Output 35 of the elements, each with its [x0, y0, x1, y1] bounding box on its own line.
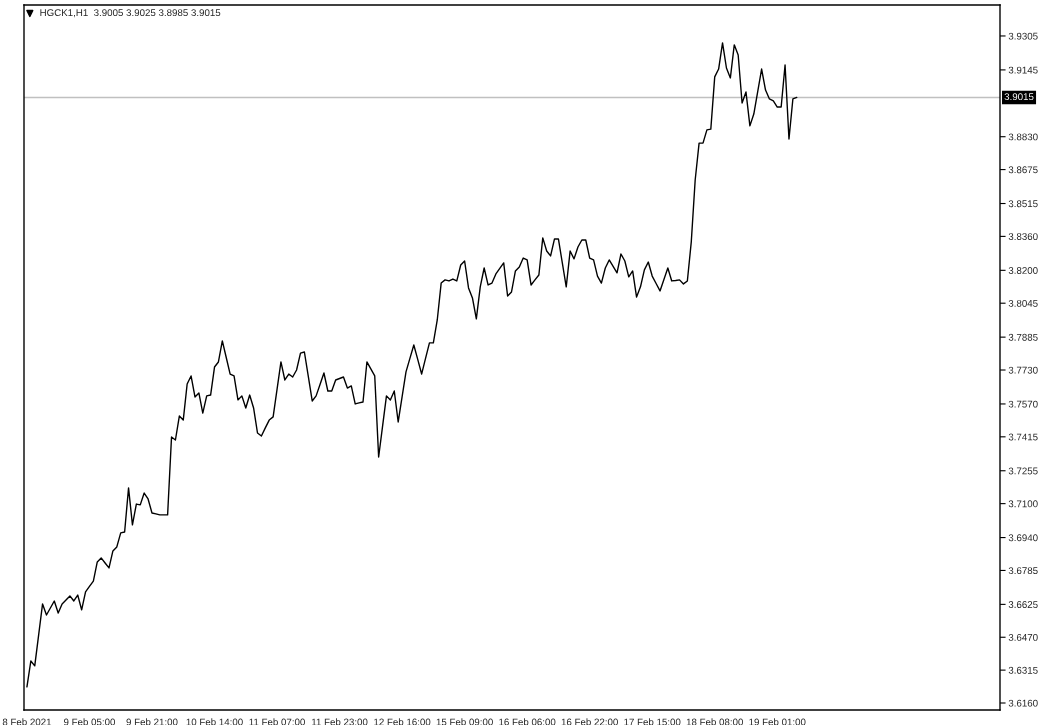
y-tick-label: 3.8200: [1008, 267, 1038, 274]
y-tick-label: 3.8675: [1008, 166, 1038, 174]
x-tick-label: 10 Feb 14:00: [186, 718, 243, 725]
x-tick-label: 11 Feb 07:00: [249, 718, 305, 725]
x-tick-label: 19 Feb 01:00: [749, 718, 806, 725]
y-tick-label: 3.8360: [1008, 233, 1038, 241]
y-tick-label: 3.7730: [1008, 366, 1038, 374]
x-tick-label: 9 Feb 05:00: [63, 718, 116, 725]
y-tick-label: 3.8830: [1008, 133, 1038, 141]
y-tick-label: 3.6785: [1008, 567, 1038, 575]
y-tick-label: 3.6315: [1008, 666, 1038, 674]
y-tick-label: 3.7100: [1008, 500, 1038, 508]
y-tick-label: 3.9145: [1008, 66, 1038, 74]
y-tick-label: 3.7885: [1008, 333, 1038, 341]
y-tick-label: 3.6625: [1008, 601, 1038, 608]
x-tick-label: 11 Feb 23:00: [312, 718, 368, 725]
y-tick-label: 3.7570: [1008, 400, 1038, 408]
ref-line-label: 3.9015: [1004, 93, 1034, 101]
y-tick-label: 3.6940: [1008, 534, 1038, 542]
x-tick-label: 8 Feb 2021: [2, 718, 52, 725]
y-tick-label: 3.7255: [1008, 467, 1038, 475]
y-tick-label: 3.9305: [1008, 32, 1038, 40]
y-tick-label: 3.6160: [1008, 699, 1038, 707]
x-tick-label: 15 Feb 09:00: [436, 718, 493, 725]
chart-title: HGCK1,H1 3.9005 3.9025 3.8985 3.9015: [40, 9, 221, 18]
y-tick-label: 3.7415: [1008, 433, 1038, 441]
x-tick-label: 12 Feb 16:00: [374, 718, 431, 725]
y-tick-label: 3.6470: [1008, 633, 1038, 641]
x-tick-label: 16 Feb 06:00: [499, 718, 556, 725]
x-tick-label: 18 Feb 08:00: [686, 718, 743, 725]
x-tick-label: 17 Feb 15:00: [624, 718, 681, 725]
x-tick-label: 9 Feb 21:00: [126, 718, 178, 725]
x-tick-label: 16 Feb 22:00: [561, 718, 618, 725]
y-tick-label: 3.8515: [1008, 200, 1038, 208]
y-tick-label: 3.8045: [1008, 299, 1038, 307]
